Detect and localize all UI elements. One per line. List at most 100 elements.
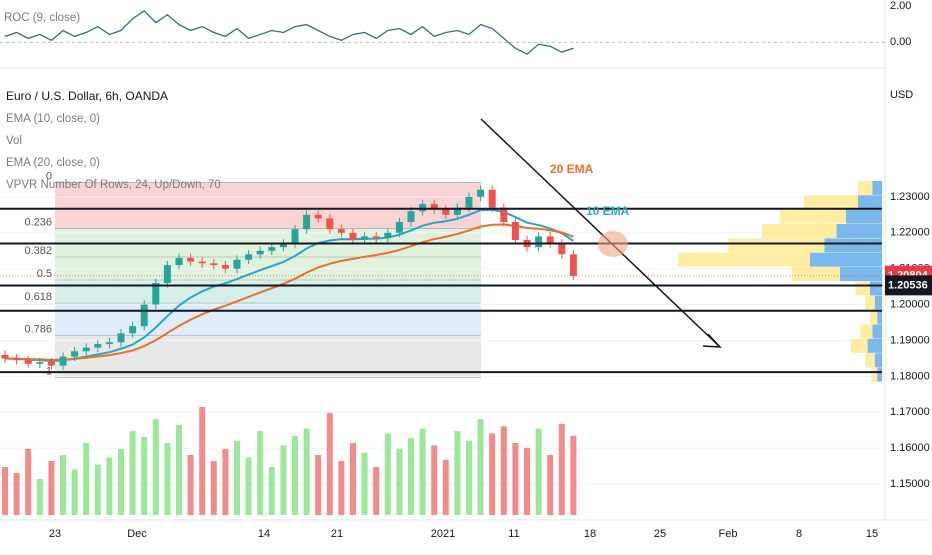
volume-bar (234, 440, 240, 515)
ema-line (4, 208, 574, 363)
volume-bar (257, 431, 264, 515)
target-circle (598, 231, 628, 257)
vpvr-up (872, 324, 882, 339)
vpvr-up (874, 295, 882, 310)
y-tick-label: 1.15000 (890, 478, 930, 490)
y-tick-label: 1.17000 (890, 406, 930, 418)
x-tick-label: 8 (796, 528, 802, 540)
y-tick-label: 1.16000 (890, 442, 930, 454)
volume-bar (71, 469, 78, 515)
volume-bar (94, 464, 101, 515)
candle-body (221, 265, 229, 269)
vpvr-up (870, 281, 882, 296)
vpvr-down (865, 295, 875, 310)
volume-bar (442, 459, 449, 515)
x-tick-label: 15 (866, 528, 878, 540)
candle-body (349, 232, 357, 240)
candle-body (558, 243, 566, 255)
vpvr-up (877, 367, 882, 382)
volume-bar (36, 479, 43, 515)
candle-body (198, 261, 206, 264)
candle-body (407, 211, 415, 223)
vpvr-up (810, 252, 882, 267)
vpvr-down (728, 238, 825, 253)
legend-entry: EMA (10, close, 0) (6, 113, 100, 125)
candle-body (372, 236, 380, 239)
chart-title: Euro / U.S. Dollar, 6h, OANDA (6, 89, 168, 103)
x-tick-label: 21 (331, 528, 343, 540)
candle-body (488, 189, 496, 208)
candle-body (140, 304, 148, 327)
candle-body (117, 333, 125, 343)
volume-bar (25, 449, 32, 515)
x-tick-label: 23 (49, 528, 61, 540)
candle-body (129, 326, 137, 334)
candle-body (233, 259, 241, 269)
vpvr-up (867, 338, 882, 353)
vpvr-up (874, 353, 882, 368)
volume-bar (350, 443, 356, 515)
volume-bar (408, 438, 414, 515)
candle-body (337, 229, 345, 233)
volume-bar (431, 445, 438, 515)
volume-bar (524, 447, 530, 515)
volume-bar (477, 419, 484, 515)
candle-body (256, 250, 264, 255)
roc-legend: ROC (9, close) (4, 12, 80, 24)
volume-bar (500, 426, 507, 515)
vpvr-down (865, 353, 875, 368)
volume-bar (326, 413, 333, 515)
candle-body (47, 362, 55, 366)
fib-label: 0 (46, 170, 52, 182)
fib-band (55, 335, 481, 378)
candle-body (279, 243, 287, 248)
candle-body (268, 247, 276, 251)
candle-body (569, 254, 577, 276)
volume-bar (338, 461, 345, 515)
vpvr-up (877, 310, 882, 325)
x-tick-label: 25 (654, 528, 666, 540)
candle-body (361, 236, 369, 240)
candle-body (326, 218, 334, 230)
fib-label: 0.382 (24, 245, 52, 257)
candle-body (105, 342, 113, 345)
vpvr-down (792, 267, 840, 282)
roc-tick-label: 2.00 (890, 0, 911, 12)
candle-body (303, 214, 311, 230)
volume-bar (570, 435, 577, 515)
candle-body (59, 356, 67, 366)
fib-label: 0.236 (24, 216, 52, 228)
y-tick-label: 1.19000 (890, 334, 930, 346)
volume-bar (106, 457, 113, 515)
candle-body (384, 232, 392, 239)
vpvr-up (836, 223, 882, 238)
y-tick-label: 1.18000 (890, 370, 930, 382)
volume-bar (558, 423, 565, 515)
volume-bar (384, 433, 391, 515)
vpvr-up (824, 238, 882, 253)
annotation: 10 EMA (586, 204, 630, 218)
x-tick-label: 14 (258, 528, 270, 540)
candle-body (546, 236, 554, 244)
volume-bar (280, 445, 287, 515)
volume-bar (2, 467, 8, 515)
volume-bar (303, 428, 310, 515)
fib-label: 0.786 (24, 324, 52, 336)
vpvr-up (840, 267, 882, 282)
vpvr-up (858, 195, 882, 210)
x-tick-label: Dec (127, 528, 147, 540)
candle-body (152, 283, 160, 305)
currency: USD (890, 89, 913, 101)
volume-bar (315, 455, 322, 515)
candle-body (94, 344, 102, 348)
x-tick-label: Feb (719, 528, 738, 540)
volume-bar (361, 452, 368, 515)
volume-bar (83, 443, 90, 515)
fib-label: 0.618 (24, 291, 52, 303)
roc-tick-label: 0.00 (890, 36, 911, 48)
vpvr-down (762, 223, 837, 238)
vpvr-down (871, 367, 878, 382)
volume-bar (547, 455, 554, 515)
legend-entry: VPVR Number Of Rows, 24, Up/Down, 70 (6, 179, 221, 191)
candle-body (245, 254, 253, 260)
